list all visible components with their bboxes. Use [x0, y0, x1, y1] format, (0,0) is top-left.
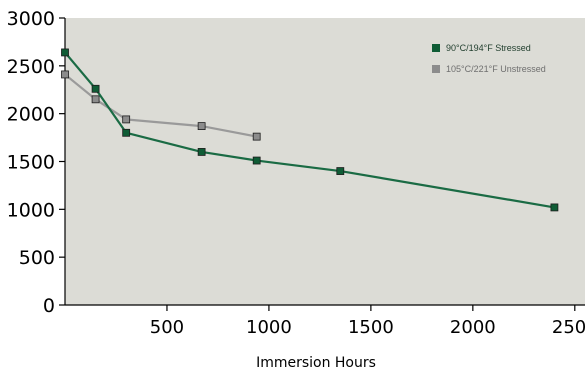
data-point-marker — [122, 128, 131, 137]
data-point-marker — [61, 48, 69, 57]
x-tick-label: 1500 — [348, 317, 394, 338]
data-point-marker — [550, 203, 559, 212]
y-tick-label: 1500 — [7, 152, 55, 174]
legend-label: 105°C/221°F Unstressed — [446, 64, 546, 74]
data-point-marker — [252, 156, 261, 165]
data-point-marker — [197, 122, 206, 131]
y-tick-label: 2500 — [7, 56, 55, 78]
x-axis-ticks: 500 1000 1500 2000 2500 — [150, 305, 587, 338]
y-tick-label: 1000 — [7, 199, 55, 221]
x-tick-label: 2000 — [450, 317, 496, 338]
legend-marker — [432, 65, 440, 73]
y-tick-label: 0 — [43, 295, 55, 317]
series-2 — [61, 70, 261, 141]
plot-area — [65, 18, 585, 305]
data-point-marker — [252, 132, 261, 141]
series-layer — [61, 48, 559, 212]
x-tick-label: 2500 — [552, 317, 587, 338]
data-point-marker — [122, 115, 131, 124]
x-tick-label: 500 — [150, 317, 184, 338]
series-1 — [61, 48, 559, 212]
data-point-marker — [61, 70, 69, 79]
y-tick-label: 500 — [19, 247, 55, 269]
y-axis-ticks: 0 500 1000 1500 2000 2500 3000 — [7, 8, 65, 317]
x-tick-label: 1000 — [246, 317, 292, 338]
data-point-marker — [91, 84, 100, 93]
legend-marker — [432, 44, 440, 52]
legend-label: 90°C/194°F Stressed — [446, 43, 531, 53]
data-point-marker — [336, 167, 345, 175]
y-tick-label: 3000 — [7, 8, 55, 30]
y-tick-label: 2000 — [7, 104, 55, 126]
legend: 90°C/194°F Stressed 105°C/221°F Unstresse… — [432, 43, 546, 74]
data-point-marker — [91, 95, 100, 104]
data-point-marker — [197, 148, 206, 156]
x-axis-title: Immersion Hours — [256, 355, 376, 371]
